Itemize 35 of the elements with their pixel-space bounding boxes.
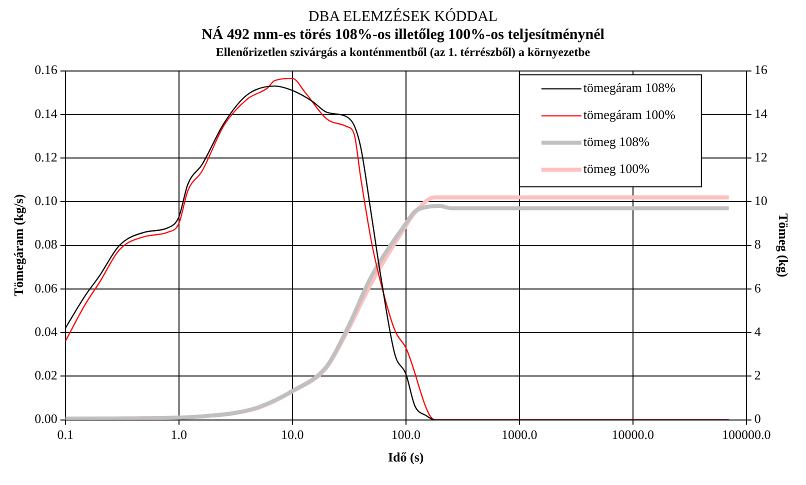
y-tick-label: 0.02 <box>34 368 58 383</box>
chart-title: DBA ELEMZÉSEK KÓDDAL <box>307 8 499 26</box>
y2-tick-label: 14 <box>754 106 768 121</box>
x-tick-label: 1.0 <box>170 427 187 442</box>
text: Ellenőrizetlen szivárgás a konténmentből (az 1. térrészből) a környezetbe <box>214 44 592 60</box>
y-tick-label: 0.04 <box>34 324 58 339</box>
y-tick-label: 0.10 <box>34 193 58 208</box>
legend-label: tömeg 100% <box>583 161 650 176</box>
x-tick-label: 100.0 <box>391 427 420 442</box>
x-tick-label: 0.1 <box>57 427 74 442</box>
y2-tick-label: 0 <box>754 411 761 426</box>
legend-label: tömegáram 108% <box>583 80 676 96</box>
y-tick-label: 0.00 <box>34 411 58 426</box>
x-axis-title: Idő (s) <box>388 450 424 465</box>
y2-tick-label: 6 <box>754 280 762 296</box>
x-tick-label: 1000.0 <box>502 427 538 442</box>
y2-tick-label: 4 <box>754 324 762 339</box>
y-tick-label: 0.08 <box>34 236 58 252</box>
y2-tick-label: 10 <box>754 193 768 208</box>
x-tick-label: 100000.0 <box>722 427 771 442</box>
y2-tick-label: 2 <box>754 368 761 383</box>
chart-subtitle: NÁ 492 mm-es törés 108%-os illetőleg 100%-os teljesítménynél <box>200 26 606 44</box>
y-tick-label: 0.14 <box>34 106 58 121</box>
y-tick-label: 0.16 <box>34 62 58 78</box>
y-tick-label: 0.06 <box>34 280 58 296</box>
y2-axis-title: Tömeg (kg) <box>776 213 791 278</box>
y2-tick-label: 8 <box>754 236 761 252</box>
legend-label: tömegáram 100% <box>583 107 676 122</box>
x-tick-label: 10.0 <box>280 427 304 442</box>
y2-tick-label: 12 <box>754 149 768 164</box>
y-axis-title: Tömegáram (kg/s) <box>11 194 26 296</box>
y-tick-label: 0.12 <box>34 149 58 164</box>
y2-tick-label: 16 <box>754 62 768 78</box>
x-tick-label: 10000.0 <box>612 427 654 442</box>
legend-label: tömeg 108% <box>583 134 650 150</box>
